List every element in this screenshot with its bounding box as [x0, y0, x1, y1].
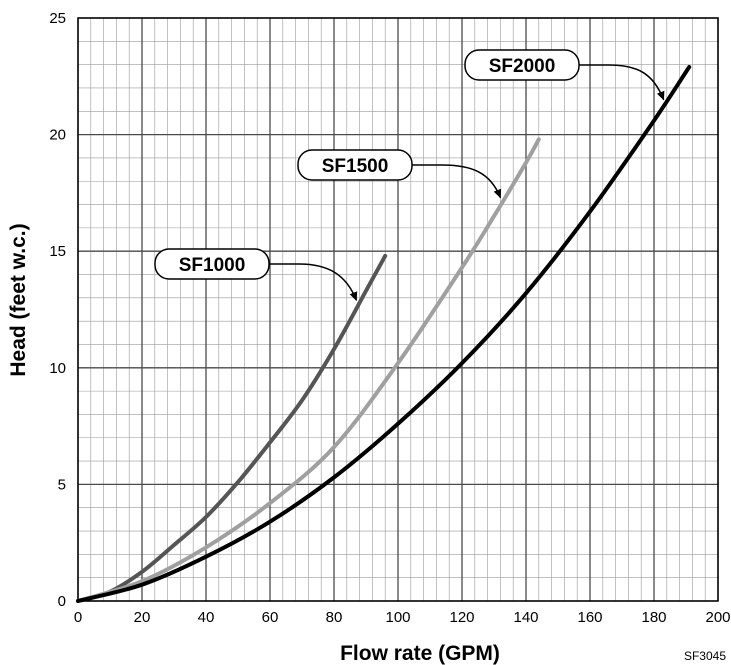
x-tick-label: 40	[198, 609, 215, 626]
series-line-sf1000	[76, 253, 388, 603]
callout-box-sf1500	[297, 149, 413, 181]
figure-code: SF3045	[684, 649, 726, 663]
series-line-sf2000	[76, 65, 692, 603]
y-tick-label: 15	[49, 243, 66, 260]
y-tick-label: 5	[58, 476, 66, 493]
series-callouts: SF1000 SF1500 SF2000	[154, 49, 665, 302]
y-tick-label: 25	[49, 10, 66, 27]
x-tick-label: 60	[262, 609, 279, 626]
grid-major-lines	[77, 17, 719, 602]
x-tick-label: 200	[705, 609, 730, 626]
callout-label-sf1000: SF1000	[179, 255, 246, 276]
series-line-sf1500	[76, 137, 541, 603]
callout-label-sf1500: SF1500	[322, 156, 389, 177]
callout-arrow-sf1500	[412, 164, 502, 199]
callout-arrow-sf2000	[579, 64, 665, 101]
y-axis-title: Head (feet w.c.)	[7, 223, 30, 376]
series-lines	[76, 65, 692, 603]
x-tick-label: 0	[74, 609, 82, 626]
callout-box-sf1000	[154, 248, 270, 280]
x-axis-title: Flow rate (GPM)	[340, 642, 500, 665]
y-tick-label: 10	[49, 360, 66, 377]
x-tick-label: 100	[385, 609, 410, 626]
callout-box-sf2000	[464, 49, 580, 81]
x-tick-label: 120	[449, 609, 474, 626]
y-tick-labels: 0 5 10 15 20 25	[49, 10, 66, 610]
x-tick-label: 160	[577, 609, 602, 626]
y-tick-label: 0	[58, 593, 66, 610]
x-tick-label: 20	[134, 609, 151, 626]
callout-arrow-sf1000	[269, 263, 358, 302]
x-tick-label: 140	[513, 609, 538, 626]
plot-frame	[77, 17, 719, 602]
y-tick-label: 20	[49, 127, 66, 144]
x-tick-label: 180	[641, 609, 666, 626]
x-tick-labels: 0 20 40 60 80 100 120 140 160 180 200	[74, 609, 731, 626]
x-tick-label: 80	[326, 609, 343, 626]
callout-label-sf2000: SF2000	[489, 56, 556, 77]
